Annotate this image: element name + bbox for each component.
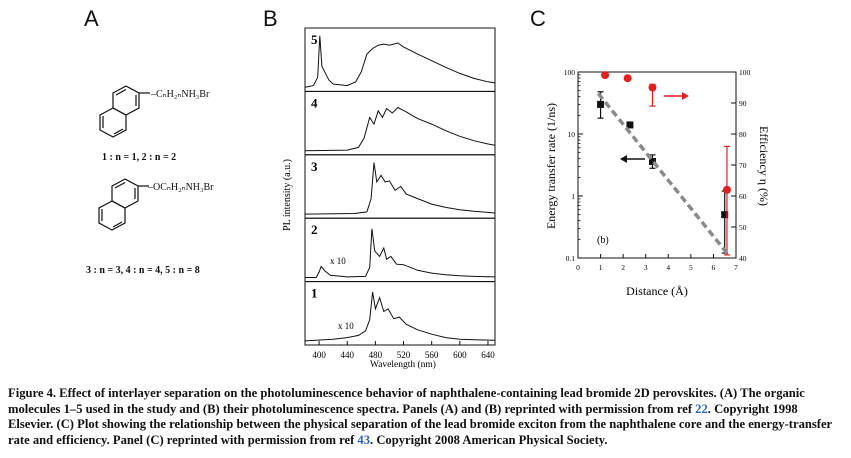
panel-c-x-tick-label: 1 — [599, 263, 603, 272]
caption-tail: . Copyright 2008 American Physical Socie… — [370, 432, 608, 447]
panel-c-efficiency-point — [623, 74, 632, 83]
panel-c-rate-point — [626, 121, 634, 129]
panel-b-stack-frame — [304, 281, 496, 346]
panel-c-efficiency-point — [601, 71, 610, 80]
panel-b-stack-label: 3 — [311, 159, 318, 174]
panel-b-annotation-x10-stack1: x 10 — [338, 321, 354, 331]
panel-c-x-tick-label: 7 — [734, 263, 738, 272]
panel-c-x-tick-label: 5 — [689, 263, 693, 272]
panel-b-spectrum-line — [305, 228, 496, 278]
caption-ref-43[interactable]: 43 — [357, 432, 371, 447]
panel-c-x-tick-label: 0 — [576, 263, 580, 272]
panel-b-x-tick-label: 640 — [481, 350, 495, 360]
panel-c-rate-point — [648, 158, 656, 166]
panel-c-fit-line — [596, 92, 729, 255]
panel-b-spectrum-line — [304, 106, 496, 152]
panel-c-x-tick-label: 4 — [666, 263, 670, 272]
panel-c-chart: 0 1 2 3 4 5 6 7 0.1 1 10 100 40 50 60 70 80 90 100 (b) Dis… — [544, 68, 771, 298]
panel-a-label: A — [84, 6, 99, 31]
arrow-right-red — [664, 92, 689, 100]
figure-caption: Figure 4. Effect of interlayer separatio… — [8, 386, 846, 448]
caption-ref-22[interactable]: 22 — [695, 401, 708, 416]
panel-b-spectrum-line — [304, 162, 496, 215]
substituent-2: –OCₙH₂ₙNH₃Br — [147, 182, 214, 193]
panel-c-y2-tick-label: 80 — [739, 130, 747, 139]
arrow-left-black — [620, 155, 645, 163]
panel-b-x-tick-label: 480 — [369, 350, 383, 360]
panel-c-y-tick-label: 1 — [571, 192, 575, 201]
panel-b-spectrum-line — [304, 292, 496, 342]
panel-b-spectrum-line — [304, 35, 496, 88]
panel-c-y2-tick-label: 50 — [739, 223, 747, 232]
panel-b-x-tick-label: 440 — [340, 350, 354, 360]
panel-a-molecules: –CₙH₂ₙNH₃Br –OCₙH₂ₙNH₃Br — [98, 85, 214, 231]
panel-c-x-tick-label: 2 — [621, 263, 625, 272]
panel-c-x-axis-label: Distance (Å) — [626, 284, 688, 298]
panel-b-annotation-x10-stack2: x 10 — [330, 256, 346, 266]
panel-b-chart: 5 4 3 2 1 PL intensity (a.u.) 400 440 480 520 56… — [282, 27, 496, 370]
molecule-legend-1: 1 : n = 1, 2 : n = 2 — [102, 152, 177, 163]
panel-c-y-tick-label: 100 — [564, 68, 576, 77]
panel-b-y-axis-label: PL intensity (a.u.) — [282, 159, 293, 231]
panel-c-y2-tick-label: 60 — [739, 192, 747, 201]
naphthalene-structure-1 — [99, 85, 150, 138]
panel-c-y2-tick-label: 90 — [739, 99, 747, 108]
panel-b-x-axis-label: Wavelength (nm) — [370, 359, 436, 370]
panel-c-y2-tick-label: 40 — [739, 254, 747, 263]
naphthalene-structure-2 — [98, 178, 149, 231]
panel-c-y2-axis-label: Efficiency η (%) — [757, 126, 771, 206]
panel-c-x-tick-label: 3 — [644, 263, 648, 272]
panel-c-label: C — [530, 6, 546, 31]
panel-b-stack-label: 1 — [311, 286, 318, 301]
panel-c-y2-tick-label: 70 — [739, 161, 747, 170]
panel-c-x-tick-label: 6 — [712, 263, 716, 272]
panel-b-stack-label: 5 — [311, 32, 318, 47]
panel-c-y-tick-label: 10 — [568, 130, 576, 139]
panel-b-x-tick-label: 520 — [397, 350, 411, 360]
molecule-legend-2: 3 : n = 3, 4 : n = 4, 5 : n = 8 — [86, 265, 200, 276]
caption-mid: . Copyright 1998 Elsevier. (C) Plot show… — [8, 401, 832, 447]
panel-c-efficiency-point — [722, 185, 731, 194]
panel-b-stack-label: 4 — [311, 95, 318, 110]
panel-c-efficiency-point — [648, 83, 657, 92]
substituent-1: –CₙH₂ₙNH₃Br — [150, 89, 210, 100]
panel-b-label: B — [263, 6, 278, 31]
panel-c-subpanel-label: (b) — [597, 235, 609, 246]
panel-c-y-tick-label: 0.1 — [566, 254, 576, 263]
panel-c-rate-point — [597, 100, 605, 108]
panel-c-rate-point — [721, 211, 729, 219]
panel-b-x-tick-label: 400 — [312, 350, 326, 360]
panel-c-y-axis-label: Energy transfer rate (1/ns) — [544, 103, 558, 229]
panel-b-stack-label: 2 — [311, 222, 318, 237]
panel-b-x-tick-label: 560 — [425, 350, 439, 360]
panel-c-y2-tick-label: 100 — [739, 68, 751, 77]
panel-b-x-tick-label: 600 — [453, 350, 467, 360]
caption-lead: Figure 4. Effect of interlayer separatio… — [8, 386, 805, 416]
